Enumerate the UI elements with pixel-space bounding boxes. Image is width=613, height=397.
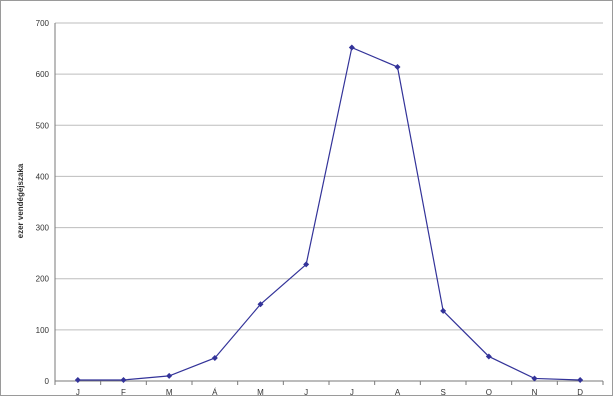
y-tick-label: 0 bbox=[45, 377, 50, 386]
x-tick-label: F bbox=[121, 388, 126, 397]
x-tick-label: J bbox=[304, 388, 308, 397]
y-tick-label: 500 bbox=[36, 121, 50, 130]
x-tick-label: M bbox=[257, 388, 264, 397]
y-tick-label: 300 bbox=[36, 224, 50, 233]
x-tick-label: S bbox=[440, 388, 445, 397]
y-axis-label: ezer vendégéjszaka bbox=[16, 163, 25, 238]
data-point bbox=[166, 372, 173, 379]
data-point bbox=[257, 301, 264, 308]
data-point bbox=[120, 376, 127, 383]
y-tick-label: 400 bbox=[36, 172, 50, 181]
data-point bbox=[211, 354, 218, 361]
x-tick-label: J bbox=[350, 388, 354, 397]
x-tick-label: A bbox=[395, 388, 401, 397]
data-point bbox=[577, 376, 584, 383]
y-axis-ticks: 0 100 200 300 400 500 600 700 bbox=[36, 19, 50, 386]
y-tick-label: 200 bbox=[36, 275, 50, 284]
series-line bbox=[77, 46, 581, 381]
data-point bbox=[531, 375, 538, 382]
y-tick-label: 100 bbox=[36, 326, 50, 335]
data-point bbox=[394, 63, 401, 70]
x-tick-label: Á bbox=[212, 388, 218, 397]
x-tick-label: N bbox=[532, 388, 538, 397]
data-point bbox=[485, 353, 492, 360]
data-point bbox=[440, 307, 447, 314]
x-tick-label: M bbox=[166, 388, 173, 397]
x-tick-label: D bbox=[577, 388, 583, 397]
x-tick-label: O bbox=[486, 388, 492, 397]
data-point bbox=[348, 44, 355, 51]
data-point bbox=[74, 376, 81, 383]
data-point bbox=[303, 261, 310, 268]
series bbox=[74, 44, 584, 383]
y-tick-label: 700 bbox=[36, 19, 50, 28]
y-tick-label: 600 bbox=[36, 70, 50, 79]
x-tick-label: J bbox=[76, 388, 80, 397]
gridlines bbox=[54, 22, 603, 382]
